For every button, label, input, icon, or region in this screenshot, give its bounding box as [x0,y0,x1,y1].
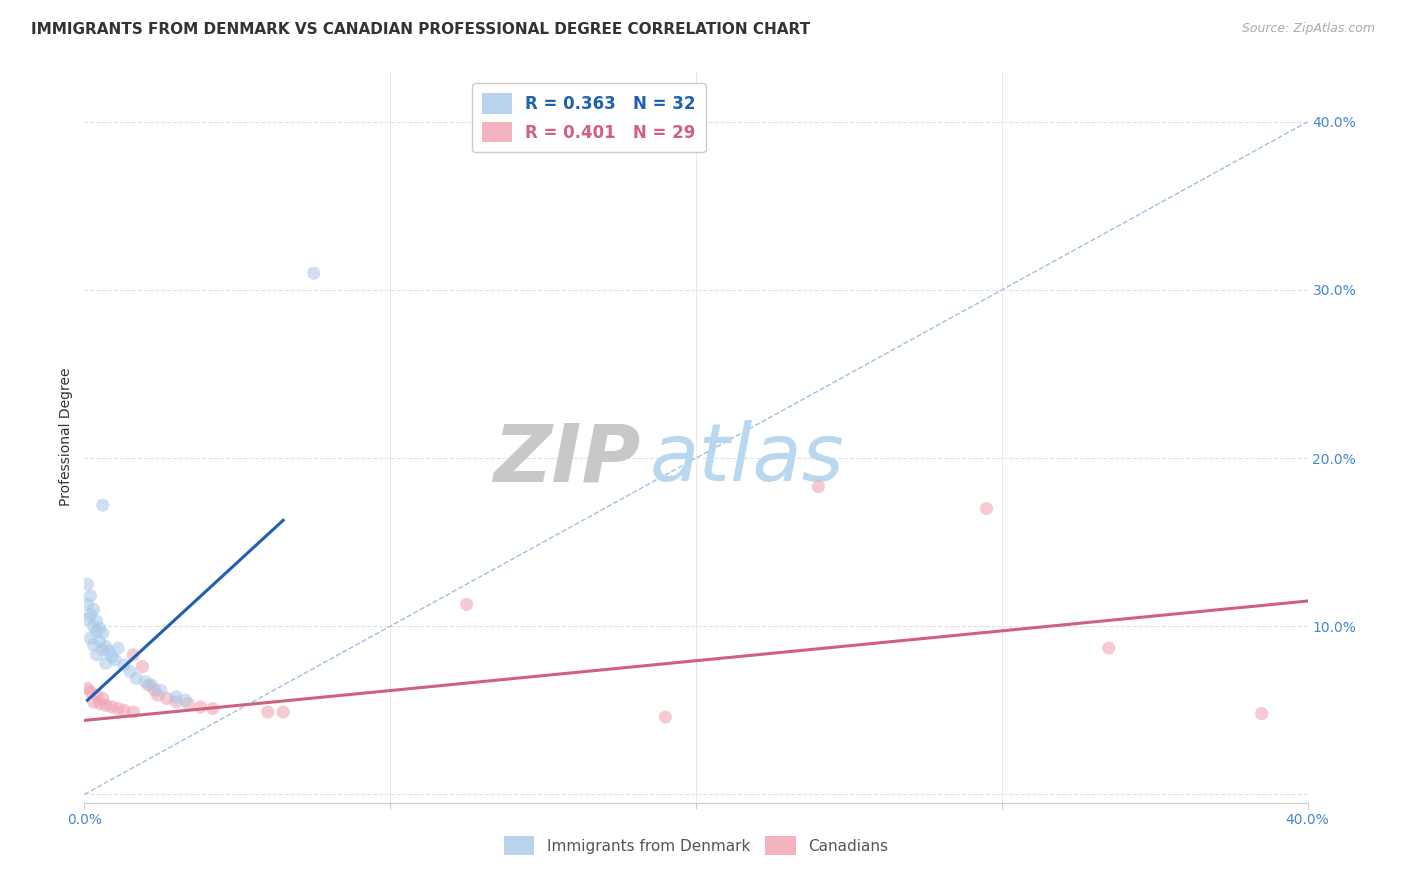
Point [1098,641,1121,656]
Point [86,624,108,639]
Point [94,657,117,671]
Point [76,577,98,591]
Point [143,683,166,698]
Point [456,598,478,612]
Point [190,700,212,714]
Point [302,266,325,280]
Point [146,688,169,702]
Point [76,681,98,696]
Point [125,672,148,686]
Point [138,678,160,692]
Point [131,659,153,673]
Point [257,705,280,719]
Point [654,710,676,724]
Point [86,648,108,662]
Point [97,644,120,658]
Point [94,698,117,713]
Text: IMMIGRANTS FROM DENMARK VS CANADIAN PROFESSIONAL DEGREE CORRELATION CHART: IMMIGRANTS FROM DENMARK VS CANADIAN PROF… [31,22,810,37]
Point [807,480,830,494]
Point [104,653,127,667]
Point [83,602,105,616]
Point [156,691,179,706]
Point [91,626,114,640]
Point [86,688,108,702]
Point [201,701,224,715]
Point [86,614,108,628]
Point [79,631,101,645]
Point [79,607,101,622]
Point [120,665,142,679]
Point [94,640,117,654]
Point [89,697,111,711]
Text: atlas: atlas [650,420,844,498]
Point [122,648,145,662]
Point [76,598,98,612]
Point [112,657,135,672]
Point [91,691,114,706]
Point [83,695,105,709]
Point [79,685,101,699]
Point [976,501,998,516]
Point [101,649,124,664]
Point [107,701,129,715]
Point [149,683,172,698]
Point [271,705,294,719]
Legend: Immigrants from Denmark, Canadians: Immigrants from Denmark, Canadians [498,830,894,861]
Point [91,642,114,657]
Point [135,674,157,689]
Point [141,678,163,692]
Point [174,693,197,707]
Point [76,613,98,627]
Point [1250,706,1272,721]
Text: ZIP: ZIP [494,420,641,498]
Y-axis label: Professional Degree: Professional Degree [59,368,73,507]
Point [83,619,105,633]
Text: Source: ZipAtlas.com: Source: ZipAtlas.com [1241,22,1375,36]
Point [89,621,111,635]
Point [79,589,101,603]
Point [177,697,200,711]
Point [83,638,105,652]
Point [165,690,187,704]
Point [107,641,129,656]
Point [165,695,187,709]
Point [91,498,114,512]
Point [122,705,145,719]
Point [101,700,124,714]
Point [112,703,135,717]
Point [89,634,111,648]
